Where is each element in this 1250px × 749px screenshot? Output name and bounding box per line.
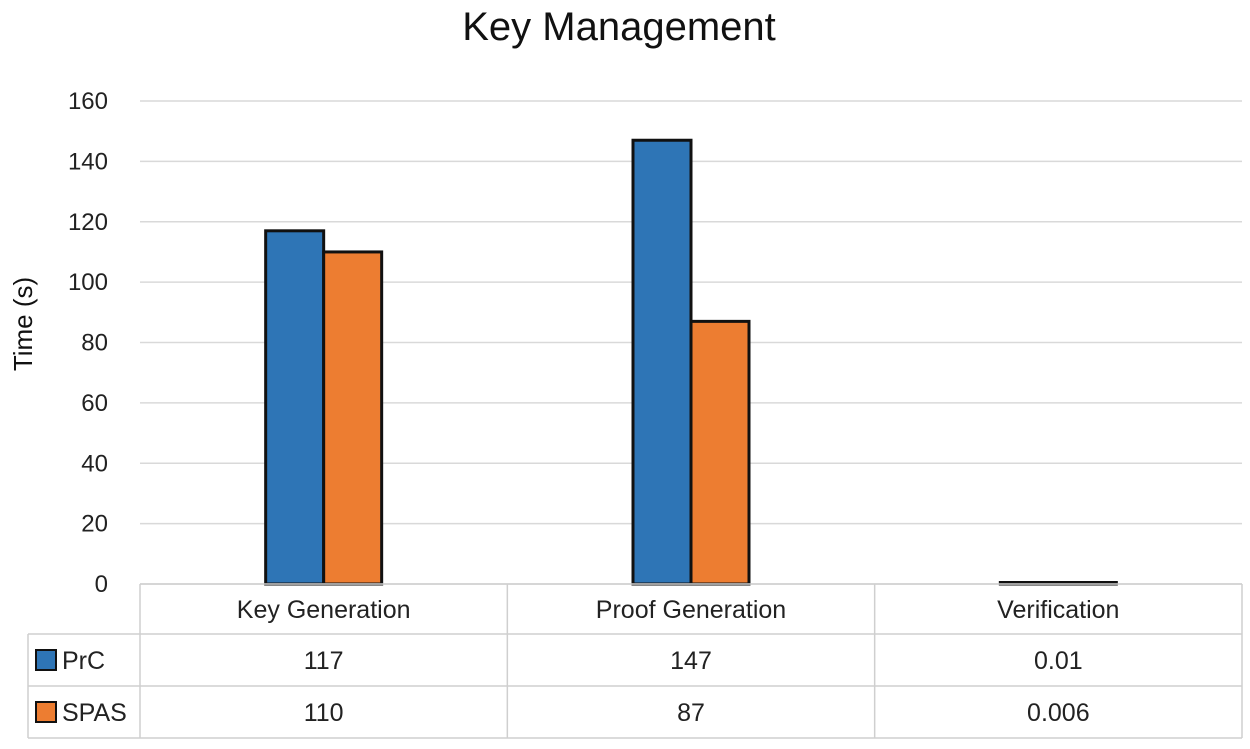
category-label: Verification (997, 596, 1119, 624)
bar-spas-1 (322, 250, 384, 586)
chart-title: Key Management (462, 5, 776, 49)
data-label: 0.01 (1034, 647, 1083, 675)
y-tick-label: 160 (68, 88, 108, 115)
category-label: Key Generation (237, 596, 411, 624)
y-tick-label: 60 (81, 390, 108, 417)
y-axis-ticks: 0 20 40 60 80 100 120 140 160 (68, 88, 108, 598)
legend-swatch-prc (35, 649, 57, 671)
data-label: 87 (677, 699, 705, 727)
y-tick-label: 140 (68, 148, 108, 175)
bar-prc-1 (264, 229, 326, 586)
category-label: Proof Generation (596, 596, 786, 624)
data-table: Key Generation Proof Generation Verificati… (27, 583, 1243, 739)
y-tick-label: 40 (81, 450, 108, 477)
bar-spas-2 (689, 319, 751, 586)
legend-label-prc: PrC (62, 647, 105, 675)
y-tick-label: 100 (68, 269, 108, 296)
y-tick-label: 20 (81, 511, 108, 538)
data-label: 147 (670, 647, 712, 675)
data-label: 0.006 (1027, 699, 1090, 727)
y-axis-label: Time (s) (8, 277, 38, 371)
data-label: 117 (304, 647, 344, 675)
bars (264, 138, 1118, 586)
data-label: 110 (304, 699, 344, 727)
legend-swatch-spas (35, 701, 57, 723)
y-tick-label: 120 (68, 209, 108, 236)
y-tick-label: 80 (81, 330, 108, 357)
y-tick-label: 0 (95, 571, 108, 598)
bar-prc-2 (631, 138, 693, 586)
legend-label-spas: SPAS (62, 699, 127, 727)
